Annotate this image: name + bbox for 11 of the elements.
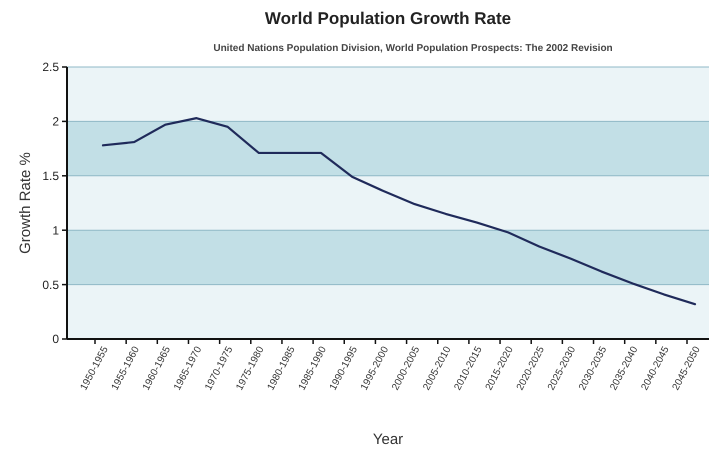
chart-subtitle: United Nations Population Division, World Population Prospects: The 2002 Revision	[213, 43, 613, 54]
y-tick-label: 0.5	[42, 278, 60, 292]
chart-title: World Population Growth Rate	[264, 9, 512, 28]
y-tick-label: 0	[52, 332, 60, 346]
y-tick-label: 1	[52, 223, 60, 238]
y-axis-title: Growth Rate %	[17, 152, 34, 254]
y-tick-label: 1.5	[42, 169, 60, 183]
x-axis-title: Year	[372, 431, 404, 448]
y-tick-label: 2.5	[42, 60, 60, 74]
line-series	[102, 117, 696, 306]
y-tick-label: 2	[52, 114, 60, 129]
